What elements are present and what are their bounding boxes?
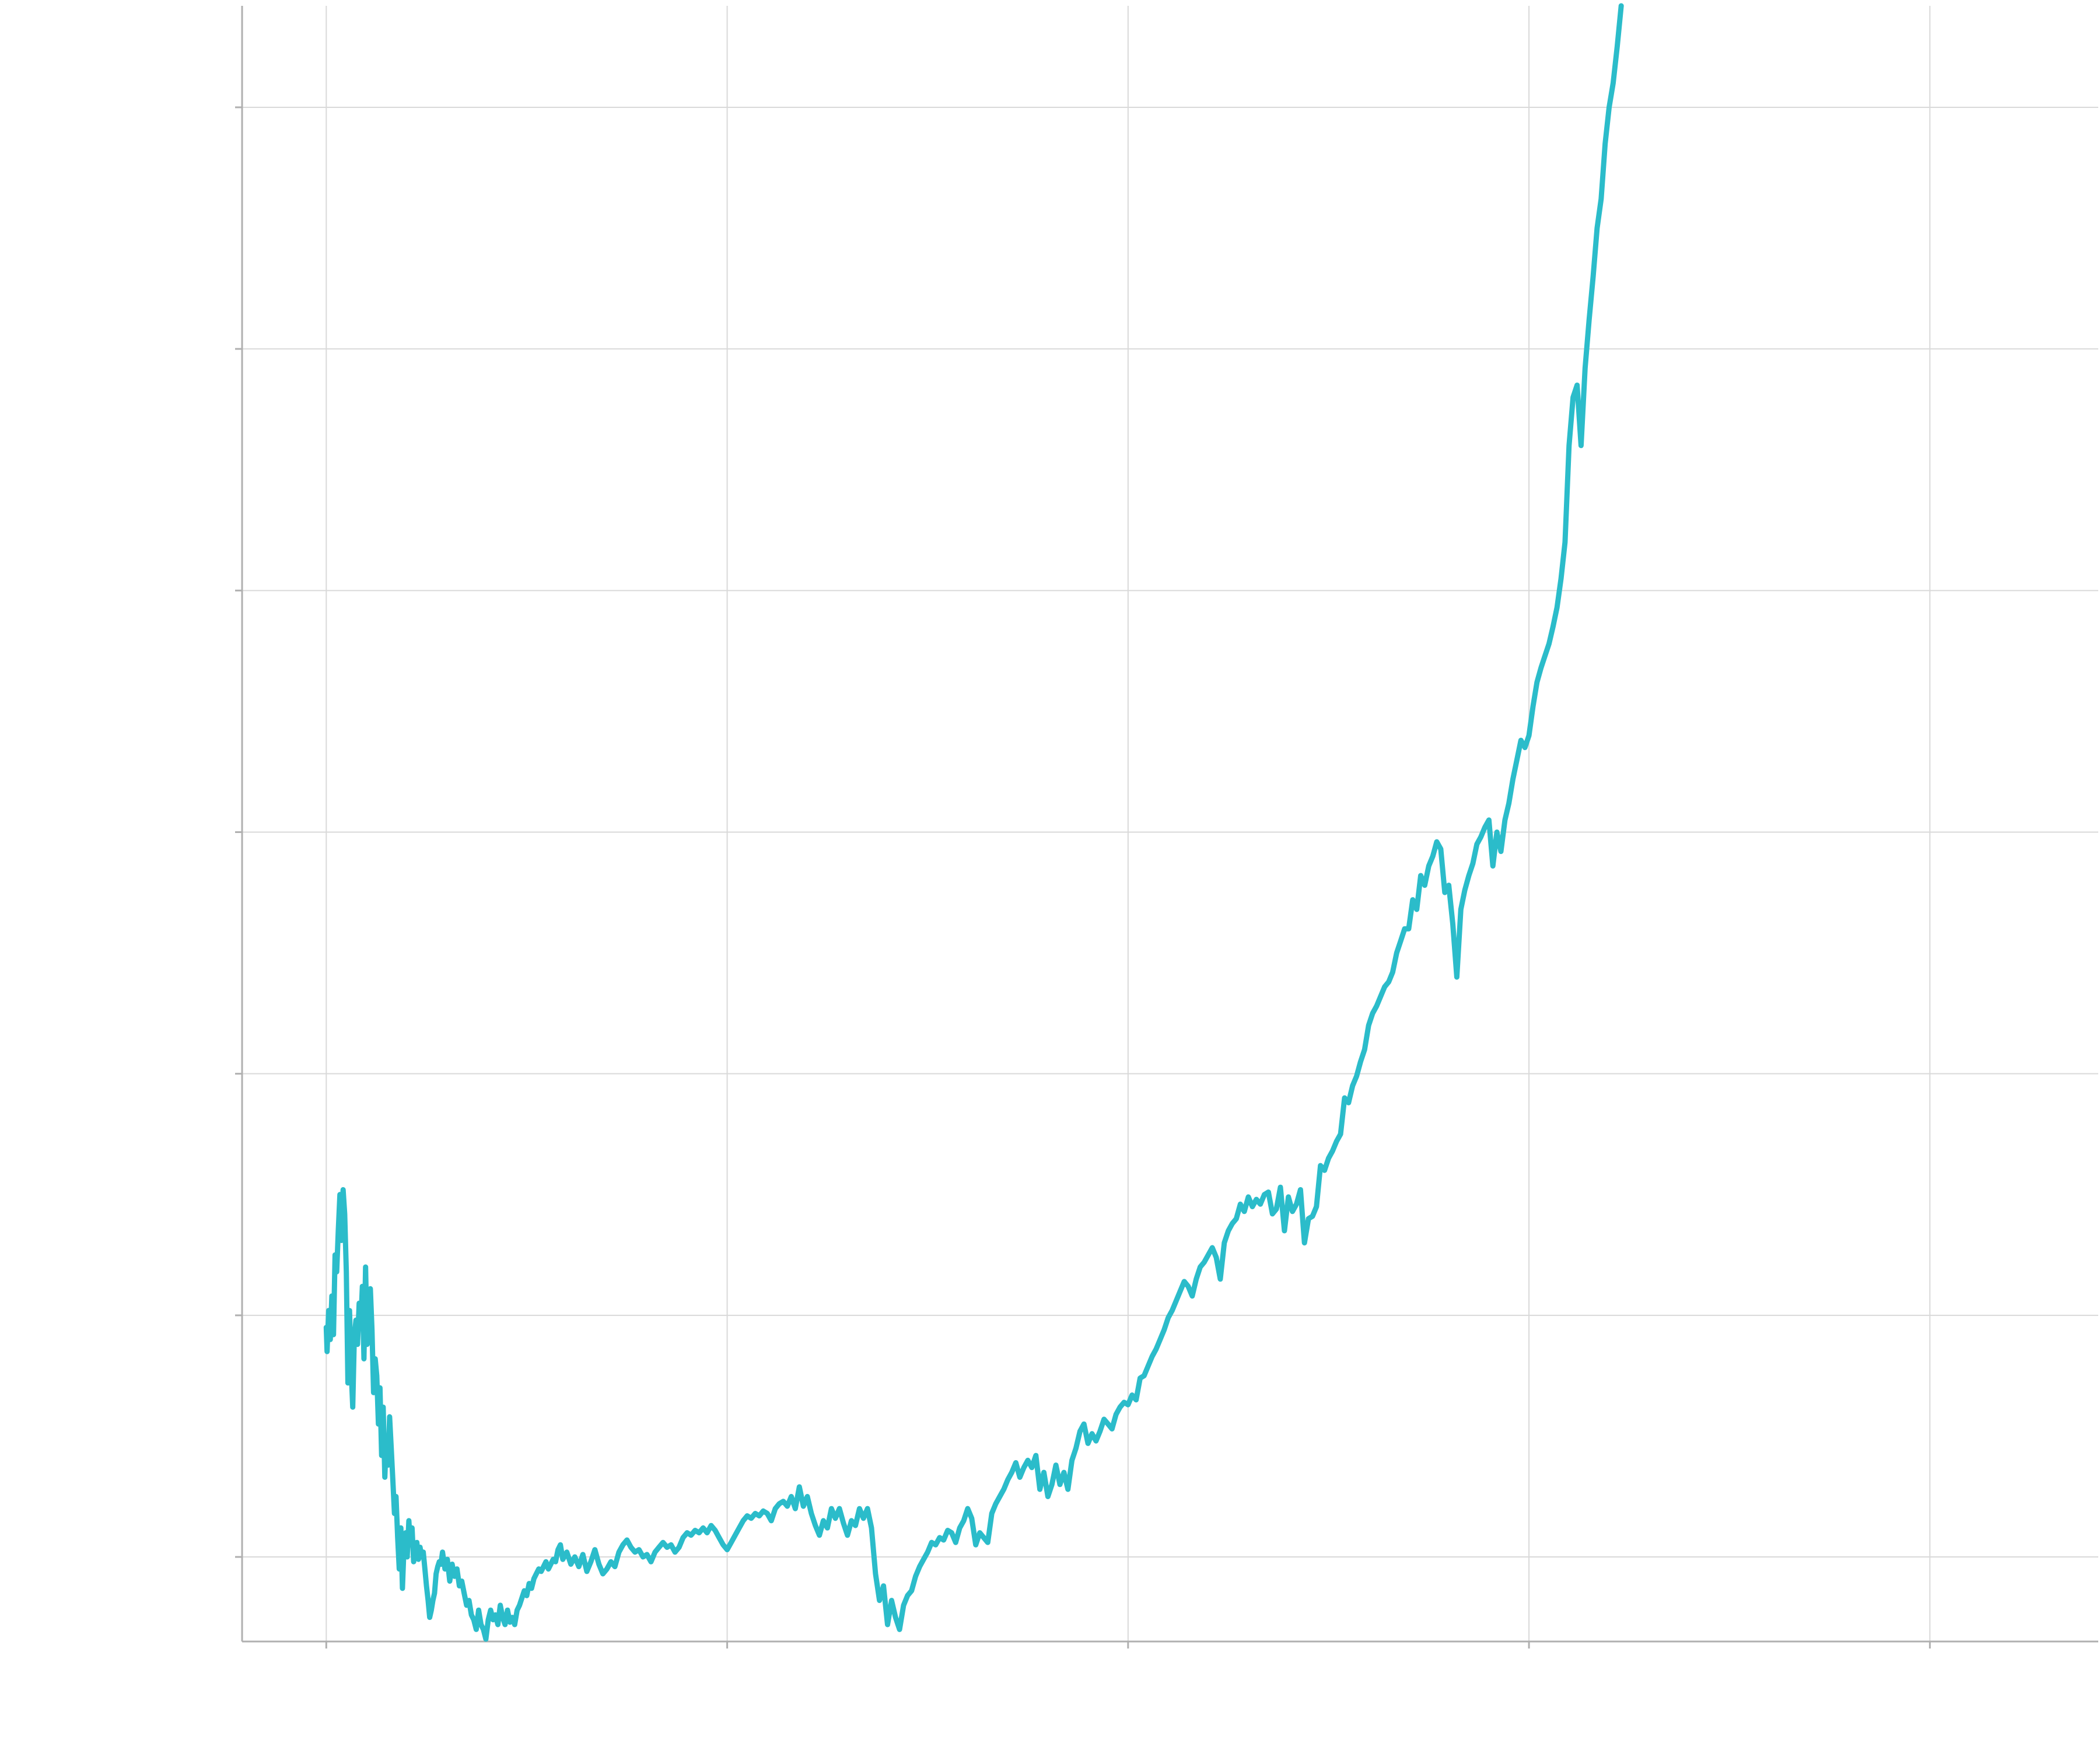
axis-ticks	[235, 106, 1931, 1648]
series-layer	[323, 3, 1624, 1642]
y-gridlines	[242, 106, 2098, 1558]
x-gridlines	[326, 6, 1931, 1642]
series-line	[323, 3, 1624, 1642]
